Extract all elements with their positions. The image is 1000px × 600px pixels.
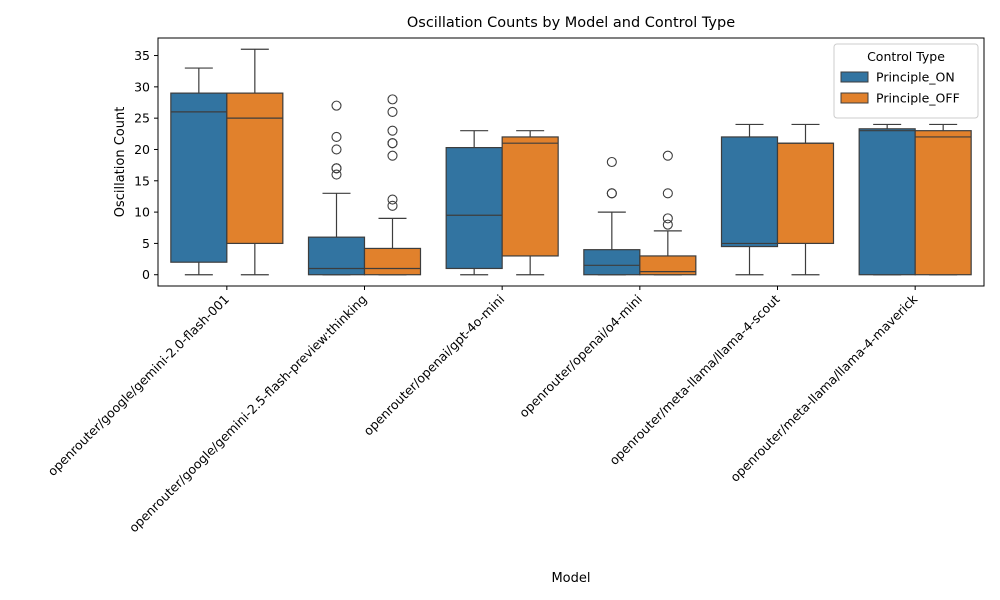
plot-area — [170, 48, 972, 276]
box-body — [776, 142, 835, 245]
legend-title: Control Type — [867, 49, 945, 64]
outlier-point — [387, 138, 398, 149]
legend: Control Type Principle_ON Principle_OFF — [833, 43, 979, 119]
outlier-point — [662, 188, 673, 199]
y-axis-title: Oscillation Count — [113, 107, 128, 218]
y-tick-label: 0 — [142, 267, 150, 282]
legend-swatch — [840, 92, 869, 104]
outlier-point — [387, 125, 398, 136]
x-tick-label: openrouter/openai/o4-mini — [516, 292, 645, 421]
box-body — [307, 236, 366, 276]
outlier-point — [606, 188, 617, 199]
outlier-point — [331, 131, 342, 142]
outlier-point — [387, 194, 398, 205]
box-5-1 — [914, 123, 972, 276]
box-2-0 — [445, 130, 503, 276]
y-tick-label: 25 — [134, 111, 150, 126]
y-tick-label: 30 — [134, 79, 150, 94]
box-4-1 — [776, 123, 835, 276]
y-tick-label: 10 — [134, 205, 150, 220]
box-1-0 — [307, 100, 366, 276]
outlier-point — [662, 219, 673, 230]
box-2-1 — [501, 130, 559, 276]
chart-title: Oscillation Counts by Model and Control … — [407, 15, 735, 31]
legend-label: Principle_OFF — [876, 91, 960, 106]
box-body — [858, 128, 916, 276]
outlier-point — [331, 163, 342, 174]
box-body — [445, 146, 503, 270]
y-tick-label: 35 — [134, 48, 150, 63]
box-1-1 — [363, 94, 422, 276]
box-body — [914, 130, 972, 276]
outlier-point — [387, 106, 398, 117]
outlier-point — [662, 150, 673, 161]
outlier-point — [606, 156, 617, 168]
box-0-1 — [226, 48, 284, 276]
box-body — [639, 255, 697, 276]
box-5-0 — [858, 123, 916, 276]
legend-swatch — [840, 71, 869, 83]
box-3-1 — [639, 150, 697, 276]
box-3-0 — [583, 156, 641, 276]
outlier-point — [387, 200, 398, 211]
outlier-point — [331, 100, 342, 111]
plot-frame — [157, 37, 985, 287]
x-axis-title: Model — [551, 571, 590, 586]
box-body — [501, 136, 559, 257]
box-body — [720, 136, 779, 248]
y-tick-label: 15 — [134, 173, 150, 188]
outlier-point — [662, 213, 673, 224]
outlier-point — [387, 94, 398, 105]
legend-label: Principle_ON — [876, 70, 955, 85]
box-body — [583, 249, 641, 276]
y-tick-label: 20 — [134, 142, 150, 157]
outlier-point — [331, 144, 342, 155]
legend-frame — [833, 43, 979, 119]
box-0-0 — [170, 67, 228, 276]
y-tick-label: 5 — [142, 236, 150, 251]
x-tick-label: openrouter/google/gemini-2.5-flash-previ… — [126, 292, 370, 536]
outlier-point — [331, 169, 342, 180]
box-body — [363, 247, 422, 276]
x-tick-label: openrouter/meta-llama/llama-4-scout — [606, 291, 782, 467]
box-body — [226, 92, 284, 245]
outlier-point — [387, 150, 398, 161]
x-tick-label: openrouter/openai/gpt-4o-mini — [360, 292, 507, 439]
box-4-0 — [720, 123, 779, 276]
box-body — [170, 92, 228, 263]
